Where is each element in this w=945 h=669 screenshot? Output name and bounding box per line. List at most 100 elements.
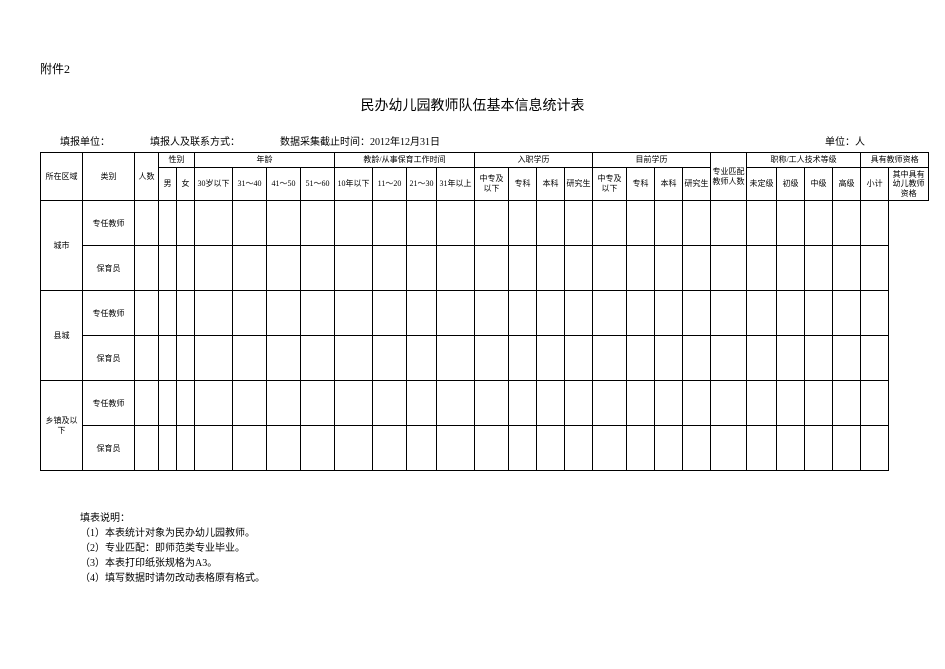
data-cell <box>373 381 407 426</box>
data-cell <box>159 336 177 381</box>
data-cell <box>711 426 747 471</box>
data-cell <box>683 201 711 246</box>
data-cell <box>593 336 627 381</box>
data-cell <box>177 426 195 471</box>
data-cell <box>747 291 777 336</box>
data-cell <box>135 381 159 426</box>
data-cell <box>593 291 627 336</box>
data-cell <box>777 201 805 246</box>
table-body: 城市专任教师保育员县城专任教师保育员乡镇及以下专任教师保育员 <box>41 201 929 471</box>
data-cell <box>437 336 475 381</box>
category-cell: 专任教师 <box>83 291 135 336</box>
th-tenure2: 11～20 <box>373 167 407 201</box>
stats-table: 所在区域 类别 人数 性别 年龄 教龄/从事保育工作时间 入职学历 目前学历 专… <box>40 152 929 471</box>
data-cell <box>777 426 805 471</box>
data-cell <box>373 201 407 246</box>
data-cell <box>267 291 301 336</box>
data-cell <box>267 246 301 291</box>
th-count: 人数 <box>135 153 159 201</box>
data-cell <box>301 201 335 246</box>
data-cell <box>177 381 195 426</box>
th-gender-f: 女 <box>177 167 195 201</box>
data-cell <box>777 246 805 291</box>
th-edu-entry1: 中专及以下 <box>475 167 509 201</box>
table-row: 乡镇及以下专任教师 <box>41 381 929 426</box>
data-cell <box>593 246 627 291</box>
data-cell <box>627 381 655 426</box>
data-cell <box>655 381 683 426</box>
data-cell <box>159 201 177 246</box>
th-edu-entry3: 本科 <box>537 167 565 201</box>
th-rank2: 初级 <box>777 167 805 201</box>
data-cell <box>475 426 509 471</box>
data-cell <box>135 201 159 246</box>
data-cell <box>565 336 593 381</box>
data-cell <box>159 426 177 471</box>
data-cell <box>373 336 407 381</box>
data-cell <box>177 201 195 246</box>
meta-unit: 单位：人 <box>825 133 865 148</box>
th-edu-entry2: 专科 <box>509 167 537 201</box>
th-tenure: 教龄/从事保育工作时间 <box>335 153 475 168</box>
data-cell <box>861 426 889 471</box>
data-cell <box>177 336 195 381</box>
data-cell <box>475 381 509 426</box>
table-row: 保育员 <box>41 336 929 381</box>
th-age1: 30岁以下 <box>195 167 233 201</box>
data-cell <box>407 336 437 381</box>
data-cell <box>135 246 159 291</box>
th-age3: 41～50 <box>267 167 301 201</box>
data-cell <box>683 291 711 336</box>
data-cell <box>509 381 537 426</box>
data-cell <box>373 291 407 336</box>
data-cell <box>301 426 335 471</box>
data-cell <box>861 381 889 426</box>
data-cell <box>565 426 593 471</box>
data-cell <box>711 381 747 426</box>
data-cell <box>593 426 627 471</box>
notes-block: 填表说明： （1）本表统计对象为民办幼儿园教师。 （2）专业匹配：即师范类专业毕… <box>40 511 905 586</box>
meta-row: 填报单位： 填报人及联系方式： 数据采集截止时间：2012年12月31日 单位：… <box>40 133 905 148</box>
meta-cutoff: 数据采集截止时间：2012年12月31日 <box>280 133 440 148</box>
data-cell <box>565 246 593 291</box>
th-age4: 51～60 <box>301 167 335 201</box>
data-cell <box>655 336 683 381</box>
data-cell <box>747 201 777 246</box>
data-cell <box>475 246 509 291</box>
data-cell <box>565 201 593 246</box>
data-cell <box>509 336 537 381</box>
category-cell: 专任教师 <box>83 201 135 246</box>
data-cell <box>233 201 267 246</box>
meta-cutoff-label: 数据采集截止时间： <box>280 137 370 148</box>
data-cell <box>407 291 437 336</box>
data-cell <box>509 291 537 336</box>
th-edu-cur4: 研究生 <box>683 167 711 201</box>
data-cell <box>833 381 861 426</box>
data-cell <box>683 246 711 291</box>
data-cell <box>335 381 373 426</box>
data-cell <box>593 381 627 426</box>
meta-reporter-unit: 填报单位： <box>60 133 110 148</box>
th-edu-entry4: 研究生 <box>565 167 593 201</box>
data-cell <box>475 336 509 381</box>
th-tenure3: 21～30 <box>407 167 437 201</box>
region-cell: 县城 <box>41 291 83 381</box>
data-cell <box>195 246 233 291</box>
data-cell <box>627 426 655 471</box>
data-cell <box>805 291 833 336</box>
data-cell <box>509 426 537 471</box>
data-cell <box>805 426 833 471</box>
data-cell <box>711 246 747 291</box>
data-cell <box>747 426 777 471</box>
data-cell <box>805 336 833 381</box>
data-cell <box>301 381 335 426</box>
data-cell <box>683 426 711 471</box>
data-cell <box>565 381 593 426</box>
data-cell <box>159 291 177 336</box>
note-line: （1）本表统计对象为民办幼儿园教师。 <box>80 526 905 541</box>
data-cell <box>475 291 509 336</box>
data-cell <box>437 246 475 291</box>
data-cell <box>861 291 889 336</box>
data-cell <box>233 426 267 471</box>
page-title: 民办幼儿园教师队伍基本信息统计表 <box>40 95 905 115</box>
